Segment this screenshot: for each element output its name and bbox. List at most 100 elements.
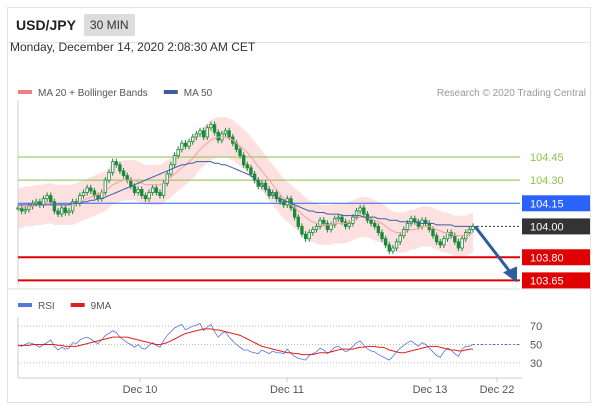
candle-body	[125, 175, 129, 181]
level-tag-103.65	[522, 272, 590, 289]
rsi-legend-label-1: 9MA	[91, 301, 112, 312]
ma50-line	[18, 161, 473, 227]
candle-body	[380, 232, 384, 240]
candle-body	[373, 222, 377, 227]
candle-body	[442, 238, 446, 246]
candle-body	[150, 187, 155, 193]
candle-body	[362, 207, 366, 215]
candle-body	[194, 133, 199, 138]
candle-body	[81, 192, 86, 196]
candle-body	[296, 216, 300, 227]
x-tick-label-2: Dec 13	[413, 384, 448, 396]
candle-body	[431, 229, 435, 237]
rsi-legend-label-0: RSI	[38, 301, 55, 312]
candle-body	[89, 187, 93, 192]
candle-body	[456, 241, 461, 249]
candle-body	[223, 130, 228, 135]
candle-body	[140, 189, 144, 196]
candle-body	[245, 164, 250, 169]
candle-body	[212, 124, 217, 133]
candle-body	[340, 216, 344, 223]
rsi-ma9-line	[18, 328, 473, 356]
level-tag-104.00	[522, 218, 590, 235]
legend-swatch-1	[163, 90, 178, 94]
candle-body	[354, 210, 359, 218]
candle-body	[118, 164, 122, 172]
level-tag-103.80	[522, 249, 590, 266]
candle-body	[303, 233, 308, 240]
candle-body	[241, 155, 246, 166]
candle-body	[398, 235, 402, 243]
rsi-tick-30: 30	[530, 358, 542, 370]
candle-body	[336, 216, 341, 220]
candle-body	[383, 238, 388, 246]
candle-body	[205, 127, 209, 138]
rsi-line	[17, 322, 474, 361]
candle-body	[227, 130, 231, 138]
timestamp: Monday, December 14, 2020 2:08:30 AM CET	[10, 40, 256, 54]
forecast-arrow-line	[473, 225, 514, 276]
level-label-104.45: 104.45	[530, 152, 564, 164]
candle-body	[314, 226, 319, 230]
candle-body	[70, 201, 75, 212]
candle-body	[165, 173, 169, 184]
candle-body	[322, 219, 326, 224]
candle-body	[307, 232, 311, 240]
candle-body	[332, 218, 337, 226]
candle-body	[172, 155, 177, 166]
candle-body	[460, 238, 464, 249]
candle-body	[438, 241, 442, 246]
candle-body	[158, 192, 162, 196]
candle-body	[161, 182, 166, 196]
rsi-tick-50: 50	[530, 340, 542, 352]
candle-body	[300, 226, 304, 235]
candle-body	[187, 141, 191, 147]
rsi-legend-swatch-1	[70, 303, 85, 307]
x-tick-label-1: Dec 11	[270, 384, 304, 396]
candle-body	[369, 219, 373, 224]
candle-body	[191, 136, 195, 143]
timeframe-badge[interactable]: 30 MIN	[83, 14, 135, 36]
candle-body	[343, 221, 348, 227]
candle-body	[85, 187, 89, 193]
candle-body	[52, 201, 57, 212]
legend-label-1: MA 50	[184, 88, 213, 99]
candle-body	[180, 142, 184, 150]
candle-body	[59, 207, 64, 215]
candle-body	[121, 170, 126, 176]
legend-swatch-0	[18, 90, 32, 94]
level-label-104.15: 104.15	[530, 198, 564, 210]
rsi-tick-70: 70	[530, 321, 542, 333]
candle-body	[394, 241, 399, 249]
candle-body	[143, 195, 148, 200]
candle-body	[453, 235, 457, 243]
candle-body	[467, 229, 472, 233]
candle-body	[358, 207, 362, 212]
x-tick-label-0: Dec 10	[123, 384, 158, 396]
level-label-103.65: 103.65	[530, 275, 564, 287]
candle-body	[282, 201, 286, 206]
candle-body	[63, 207, 68, 213]
x-tick-label-3: Dec 22	[480, 384, 515, 396]
candle-body	[147, 192, 151, 200]
candle-body	[325, 222, 330, 230]
chart-header: USD/JPY 30 MIN	[8, 8, 590, 43]
candle-body	[49, 195, 53, 203]
candle-body	[103, 179, 108, 193]
candle-body	[114, 161, 118, 166]
level-label-104.00: 104.00	[530, 221, 564, 233]
candle-body	[132, 185, 137, 193]
candle-body	[249, 167, 253, 175]
candle-body	[183, 142, 188, 147]
candle-body	[23, 209, 27, 212]
candle-body	[67, 210, 71, 213]
candle-body	[154, 187, 159, 193]
candle-body	[347, 222, 351, 227]
candle-body	[176, 148, 180, 156]
candle-body	[318, 219, 322, 227]
candle-body	[387, 244, 391, 252]
candle-body	[391, 247, 395, 252]
candle-body	[198, 130, 202, 135]
forecast-arrow-head	[503, 266, 517, 283]
